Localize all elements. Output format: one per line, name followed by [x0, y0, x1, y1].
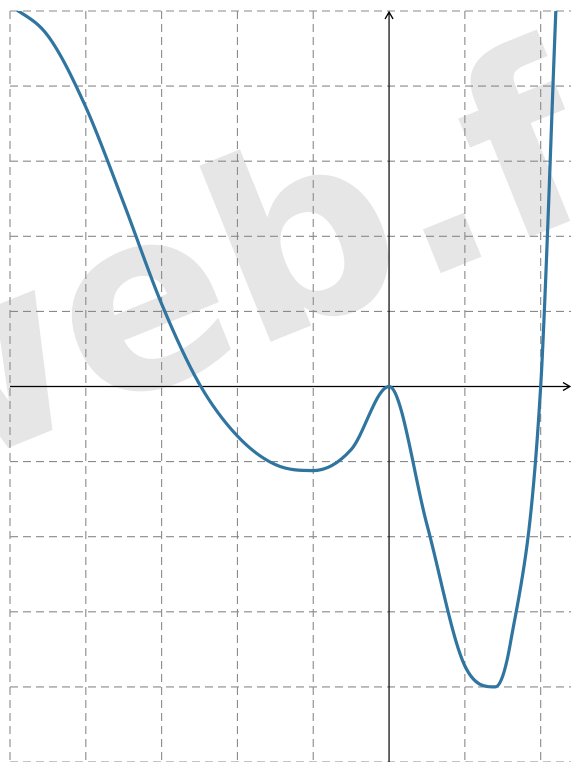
- y-axis-arrow: [384, 10, 394, 20]
- series-line-1: [15, 11, 558, 689]
- x-axis-arrow: [562, 381, 571, 392]
- series-layer: [15, 11, 558, 689]
- grid: [9, 10, 571, 762]
